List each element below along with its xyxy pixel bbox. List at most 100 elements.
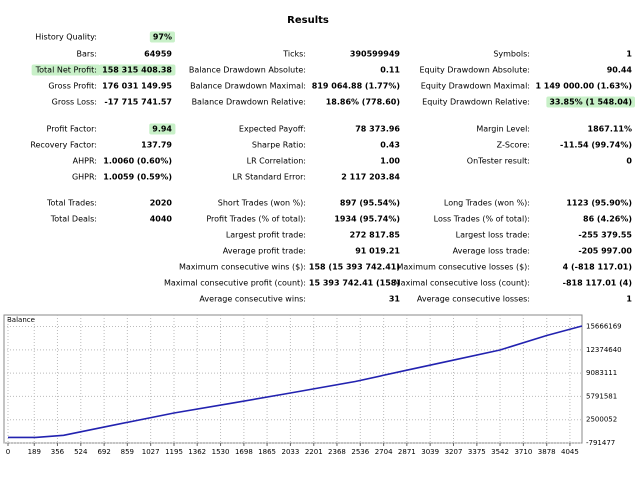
y-tick-label: 5791581 [586,392,617,400]
report-title: Results [287,15,329,26]
field-label: Equity Drawdown Absolute: [419,66,530,75]
field-value: 15 393 742.41 (158) [309,279,400,288]
x-tick-label: 1698 [235,448,253,456]
results-table: History Quality: 97% Bars: 64959 Ticks: 39059… [30,31,635,304]
x-tick-label: 1027 [142,448,160,456]
field-value: 1 [626,50,632,59]
field-label: Maximum consecutive wins ($): [179,263,306,272]
field-label: Total Deals: [50,215,97,224]
field-value: -17 715 741.57 [104,98,172,107]
field-value: 78 373.96 [355,125,400,134]
field-label: Total Net Profit: [35,66,97,75]
field-value: 137.79 [141,141,172,150]
field-value: 2 117 203.84 [341,173,400,182]
field-value: 4 (-818 117.01) [563,263,632,272]
x-tick-label: 1530 [212,448,230,456]
x-tick-label: 3710 [514,448,532,456]
x-tick-label: 3878 [538,448,556,456]
field-value: 1867.11% [588,125,632,134]
field-label: History Quality: [35,33,97,42]
x-tick-label: 3039 [421,448,439,456]
field-value: -255 379.55 [578,231,632,240]
field-label: Expected Payoff: [239,125,306,134]
field-label: Loss Trades (% of total): [434,215,530,224]
x-tick-label: 2704 [375,448,393,456]
field-value: 0.11 [380,66,400,75]
field-value: 176 031 149.95 [102,82,172,91]
field-label: Gross Loss: [52,98,97,107]
field-value: 897 (95.54%) [340,199,400,208]
x-tick-label: 524 [74,448,88,456]
field-label: Margin Level: [476,125,530,134]
field-label: Profit Factor: [47,125,97,134]
chart-title: Balance [7,316,35,324]
x-tick-label: 859 [121,448,134,456]
balance-line [8,325,583,439]
field-value: 97% [153,33,172,42]
x-tick-label: 3542 [491,448,509,456]
field-value: 4040 [150,215,173,224]
y-tick-label: 15666169 [586,323,622,331]
chart-frame [3,314,583,444]
x-tick-label: 2368 [328,448,346,456]
field-value: 0.43 [380,141,400,150]
x-tick-label: 2871 [398,448,416,456]
field-value: 158 315 408.38 [102,66,172,75]
field-label: Profit Trades (% of total): [206,215,306,224]
highlight [149,31,175,43]
field-value: 86 (4.26%) [583,215,632,224]
field-value: 158 (15 393 742.41) [309,263,400,272]
field-value: 90.44 [607,66,633,75]
field-value: 1.0059 (0.59%) [103,173,172,182]
field-label: Symbols: [493,50,530,59]
field-label: Bars: [76,50,97,59]
field-value: 0 [626,157,632,166]
field-label: LR Standard Error: [232,173,306,182]
x-tick-label: 3207 [445,448,463,456]
field-label: Average profit trade: [223,247,306,256]
field-label: Average consecutive losses: [417,295,530,304]
balance-chart: Balance 15666169 12374640 9083111 5791581 25… [3,314,622,456]
field-value: 819 064.88 (1.77%) [312,82,400,91]
field-value: 272 817.85 [350,231,401,240]
field-label: GHPR: [72,173,97,182]
x-tick-label: 4045 [561,448,579,456]
field-value: -11.54 (99.74%) [560,141,632,150]
field-label: Maximal consecutive profit (count): [164,279,306,288]
x-tick-label: 1865 [258,448,276,456]
field-label: Maximal consecutive loss (count): [394,279,530,288]
field-label: Equity Drawdown Maximal: [421,82,530,91]
field-label: Balance Drawdown Absolute: [189,66,306,75]
field-label: Maximum consecutive losses ($): [396,263,530,272]
x-tick-label: 2033 [282,448,300,456]
y-tick-label: -791477 [586,439,615,447]
field-value: 31 [389,295,401,304]
x-tick-label: 2536 [351,448,369,456]
field-label: Recovery Factor: [30,141,97,150]
field-value: 1123 (95.90%) [566,199,632,208]
y-tick-label: 12374640 [586,346,622,354]
x-tick-label: 356 [51,448,65,456]
x-tick-label: 692 [97,448,110,456]
field-label: AHPR: [73,157,97,166]
highlight [99,64,176,76]
field-value: 1 149 000.00 (1.63%) [535,82,632,91]
x-tick-label: 2201 [305,448,323,456]
field-label: Balance Drawdown Maximal: [190,82,306,91]
field-label: Sharpe Ratio: [252,141,306,150]
x-tick-label: 3375 [468,448,486,456]
x-tick-label: 189 [28,448,41,456]
field-value: 1 [626,295,632,304]
field-value: 64959 [144,50,172,59]
field-value: -818 117.01 (4) [563,279,632,288]
field-value: 18.86% (778.60) [326,98,400,107]
field-label: Largest loss trade: [456,231,530,240]
field-label: Total Trades: [46,199,97,208]
field-label: Z-Score: [497,141,530,150]
x-tick-label: 1195 [165,448,183,456]
field-label: Equity Drawdown Relative: [422,98,530,107]
field-value: 390599949 [350,50,401,59]
y-tick-label: 9083111 [586,369,617,377]
highlight [149,123,176,135]
